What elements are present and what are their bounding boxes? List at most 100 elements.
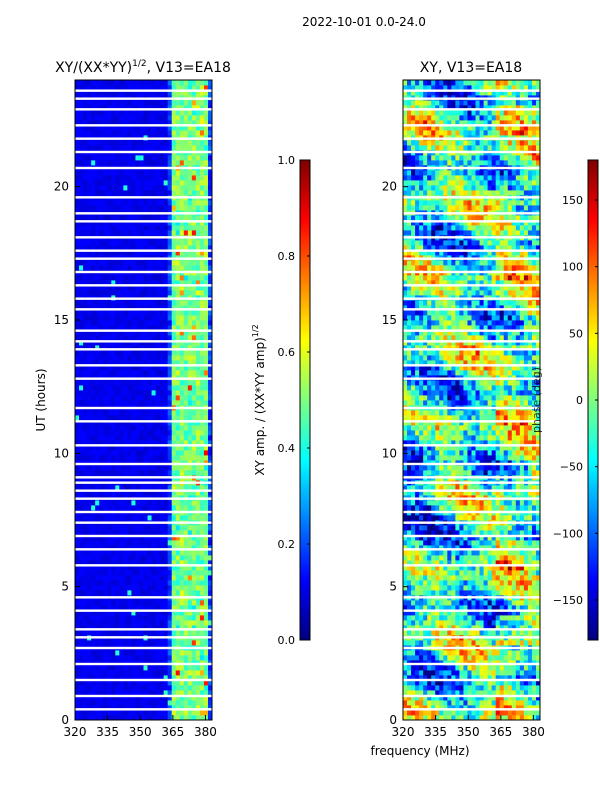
heatmap-cell — [107, 420, 112, 426]
heatmap-cell — [139, 370, 144, 376]
heatmap-cell — [91, 155, 96, 161]
heatmap-cell — [167, 205, 173, 211]
heatmap-cell — [507, 685, 513, 691]
heatmap-cell — [123, 260, 128, 266]
heatmap-cell — [139, 350, 144, 356]
heatmap-cell — [83, 680, 88, 686]
heatmap-cell — [131, 460, 136, 466]
heatmap-cell — [107, 715, 112, 720]
heatmap-cell — [99, 385, 104, 391]
heatmap-cell — [83, 155, 88, 161]
heatmap-cell — [167, 420, 173, 426]
heatmap-cell — [507, 690, 513, 696]
heatmap-cell — [203, 275, 209, 281]
heatmap-cell — [79, 460, 84, 466]
heatmap-cell — [459, 650, 464, 656]
heatmap-cell — [515, 700, 521, 706]
heatmap-cell — [183, 420, 189, 426]
heatmap-cell — [171, 705, 177, 711]
heatmap-cell — [135, 390, 140, 396]
flagged-row — [75, 257, 212, 260]
heatmap-cell — [127, 435, 132, 441]
heatmap-cell — [535, 700, 540, 706]
heatmap-cell — [163, 190, 169, 196]
heatmap-cell — [75, 490, 80, 496]
heatmap-cell — [103, 335, 108, 341]
heatmap-cell — [159, 485, 165, 491]
heatmap-cell — [179, 695, 185, 701]
heatmap-cell — [199, 615, 205, 621]
heatmap-cell — [83, 245, 88, 251]
heatmap-cell — [119, 680, 124, 686]
heatmap-cell — [107, 155, 112, 161]
heatmap-cell — [107, 130, 112, 136]
heatmap-cell — [495, 680, 501, 686]
heatmap-cell — [171, 470, 177, 476]
heatmap-cell — [179, 85, 185, 91]
heatmap-cell — [411, 705, 416, 711]
heatmap-cell — [207, 450, 212, 456]
heatmap-cell — [131, 80, 136, 86]
heatmap-cell — [127, 120, 132, 126]
heatmap-cell — [119, 715, 124, 720]
heatmap-cell — [171, 650, 177, 656]
heatmap-cell — [447, 690, 452, 696]
heatmap-cell — [203, 620, 209, 626]
heatmap-cell — [451, 685, 456, 691]
heatmap-cell — [139, 300, 144, 306]
heatmap-cell — [115, 580, 120, 586]
heatmap-cell — [515, 665, 521, 671]
heatmap-cell — [163, 400, 169, 406]
heatmap-cell — [491, 650, 497, 656]
heatmap-cell — [139, 425, 144, 431]
heatmap-cell — [515, 705, 521, 711]
heatmap-cell — [203, 180, 209, 186]
heatmap-cell — [487, 640, 493, 646]
heatmap-cell — [135, 115, 140, 121]
heatmap-cell — [443, 660, 448, 666]
heatmap-cell — [107, 555, 112, 561]
heatmap-cell — [99, 240, 104, 246]
heatmap-cell — [75, 100, 80, 106]
heatmap-cell — [75, 330, 80, 336]
heatmap-cell — [151, 180, 156, 186]
heatmap-cell — [203, 385, 209, 391]
heatmap-cell — [147, 370, 152, 376]
heatmap-cell — [119, 605, 124, 611]
heatmap-cell — [135, 625, 140, 631]
heatmap-cell — [147, 625, 152, 631]
heatmap-cell — [167, 570, 173, 576]
heatmap-cell — [183, 180, 189, 186]
heatmap-cell — [147, 460, 152, 466]
heatmap-cell — [199, 640, 205, 646]
heatmap-cell — [135, 220, 140, 226]
heatmap-cell — [131, 500, 136, 506]
heatmap-cell — [143, 600, 148, 606]
heatmap-cell — [159, 170, 165, 176]
heatmap-cell — [83, 460, 88, 466]
heatmap-cell — [111, 140, 116, 146]
heatmap-cell — [495, 650, 501, 656]
heatmap-cell — [87, 590, 92, 596]
heatmap-cell — [87, 490, 92, 496]
heatmap-cell — [183, 670, 189, 676]
heatmap-cell — [119, 665, 124, 671]
heatmap-cell — [95, 665, 100, 671]
heatmap-cell — [91, 585, 96, 591]
heatmap-cell — [99, 140, 104, 146]
heatmap-cell — [195, 470, 201, 476]
heatmap-cell — [103, 515, 108, 521]
heatmap-cell — [87, 380, 92, 386]
heatmap-cell — [87, 140, 92, 146]
heatmap-cell — [83, 170, 88, 176]
heatmap-cell — [111, 345, 116, 351]
heatmap-cell — [79, 260, 84, 266]
heatmap-cell — [503, 695, 509, 701]
heatmap-cell — [127, 455, 132, 461]
heatmap-cell — [143, 465, 148, 471]
heatmap-cell — [123, 180, 128, 186]
heatmap-cell — [495, 710, 501, 716]
heatmap-cell — [111, 710, 116, 716]
heatmap-cell — [203, 600, 209, 606]
heatmap-cell — [91, 670, 96, 676]
